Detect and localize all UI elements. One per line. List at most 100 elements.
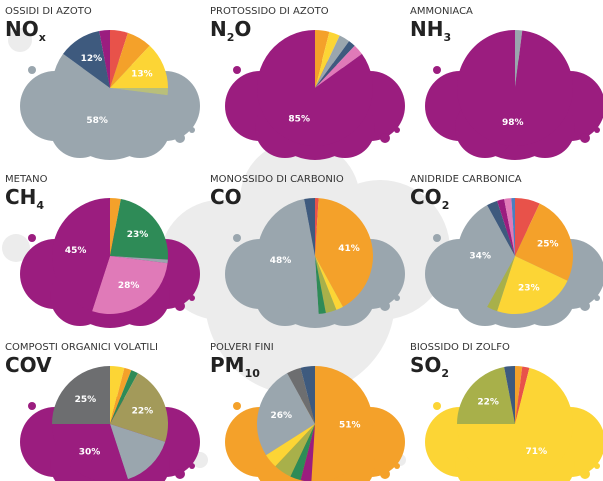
panel-title: ANIDRIDE CARBONICA [410, 174, 522, 185]
formula-subscript: 2 [441, 367, 449, 380]
value-label: 26% [271, 411, 293, 421]
pie-slice [315, 198, 319, 256]
cloud-dot [380, 301, 390, 311]
pie-slice [487, 256, 515, 312]
pie-slice [315, 41, 355, 88]
value-label: 22% [477, 397, 499, 407]
pie-slice [110, 256, 168, 264]
formula-text: NO [5, 17, 39, 41]
value-label: 23% [518, 283, 540, 293]
panel-title: POLVERI FINI [210, 342, 274, 353]
formula: PM10 [210, 353, 260, 380]
value-label: 58% [86, 116, 108, 126]
cloud-dot [433, 66, 441, 74]
pie-slice [52, 198, 110, 312]
cloud-dot [380, 133, 390, 143]
pie-slice [110, 366, 125, 424]
pie-slice [110, 45, 168, 88]
formula-text: N [210, 17, 227, 41]
formula-subscript: 10 [245, 367, 261, 380]
pie-slice [315, 31, 340, 89]
cloud-dot [580, 133, 590, 143]
pie-slice [457, 367, 515, 424]
pie-slice [515, 198, 540, 256]
cloud-dot [594, 295, 600, 301]
formula-text: O [234, 17, 251, 41]
cloud-dot [28, 402, 36, 410]
cloud-dot [594, 127, 600, 133]
cloud-dot [394, 295, 400, 301]
pie-slice [110, 88, 168, 96]
formula: COV [5, 353, 52, 377]
pie-slice [110, 424, 166, 480]
pie-slice [110, 370, 138, 424]
pie-slice [487, 200, 515, 256]
pie-slice [315, 198, 373, 307]
pie-slice [300, 424, 315, 481]
cloud-dot [189, 295, 195, 301]
pie-slice [315, 256, 337, 313]
pie-slice [110, 32, 150, 88]
cloud-dot [175, 133, 185, 143]
pie-slice [110, 30, 128, 88]
pie-slice [504, 198, 515, 256]
cloud-dot [433, 402, 441, 410]
pie-slice [497, 256, 568, 315]
pie-slice [511, 198, 515, 256]
formula-text: COV [5, 353, 52, 377]
formula: N2O [210, 17, 251, 44]
value-label: 41% [338, 244, 360, 254]
pie-slice [497, 199, 515, 256]
cloud-dot [28, 234, 36, 242]
value-label: 34% [469, 252, 491, 262]
panel-title: AMMONIACA [410, 6, 473, 17]
value-label: 22% [132, 407, 154, 417]
formula: NOx [5, 17, 46, 44]
value-label: 23% [127, 230, 149, 240]
panel-title: METANO [5, 174, 48, 185]
cloud-dot [233, 402, 241, 410]
cloud-dot [28, 66, 36, 74]
formula-text: CO [410, 185, 442, 209]
pie-slice [63, 31, 110, 88]
pie-slice [504, 366, 515, 424]
cloud-dot [394, 463, 400, 469]
pie-slice [315, 45, 362, 88]
pie-slice [290, 424, 315, 481]
formula: CO [210, 185, 242, 209]
panel-title: OSSIDI DI AZOTO [5, 6, 92, 17]
pie-slice [99, 30, 110, 88]
value-label: 25% [537, 240, 559, 250]
pie-slice [257, 30, 373, 147]
pie-slice [110, 373, 168, 442]
value-label: 48% [270, 256, 292, 266]
pie-slice [456, 30, 573, 146]
pie-slice [300, 366, 315, 424]
cloud-dot [380, 469, 390, 479]
pie-slice [315, 30, 330, 88]
pie-slice [110, 198, 121, 256]
formula-text: CO [210, 185, 242, 209]
pie-slice [275, 424, 315, 477]
value-label: 28% [118, 281, 140, 291]
value-label: 12% [81, 54, 103, 64]
cloud-dot [233, 234, 241, 242]
value-label: 25% [75, 395, 97, 405]
pie-slice [52, 424, 128, 481]
cloud-dot [175, 301, 185, 311]
pie-slice [52, 366, 110, 424]
cloud-dot [189, 127, 195, 133]
formula-subscript: 2 [442, 199, 450, 212]
cloud-dot [394, 127, 400, 133]
formula-text: SO [410, 353, 441, 377]
cloud-dot [433, 234, 441, 242]
formula: NH3 [410, 17, 451, 44]
formula: SO2 [410, 353, 449, 380]
pie-slice [515, 203, 573, 281]
